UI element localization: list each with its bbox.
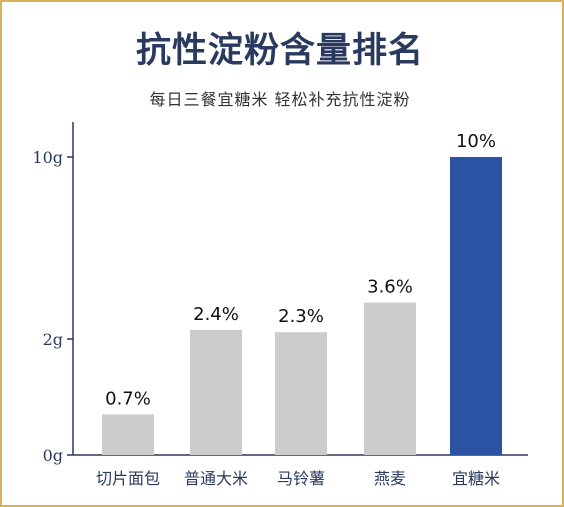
bar (275, 332, 327, 455)
category-label: 切片面包 (96, 469, 160, 488)
data-label: 10% (456, 131, 496, 152)
bar (102, 414, 154, 455)
data-label: 2.3% (278, 306, 324, 327)
y-tick-label: 0g (43, 446, 63, 465)
chart-subtitle: 每日三餐宜糖米 轻松补充抗性淀粉 (149, 90, 411, 109)
category-label: 马铃薯 (277, 469, 325, 488)
data-label: 2.4% (193, 304, 239, 325)
category-label: 燕麦 (374, 469, 406, 488)
y-tick-label: 10g (32, 148, 63, 167)
bar (450, 157, 502, 455)
chart-title: 抗性淀粉含量排名 (135, 31, 424, 71)
category-label: 宜糖米 (452, 469, 500, 488)
bar (190, 329, 242, 455)
category-label: 普通大米 (184, 469, 248, 488)
bar (364, 302, 416, 455)
data-label: 3.6% (367, 277, 413, 298)
data-label: 0.7% (105, 388, 151, 409)
y-tick-label: 2g (43, 330, 63, 349)
